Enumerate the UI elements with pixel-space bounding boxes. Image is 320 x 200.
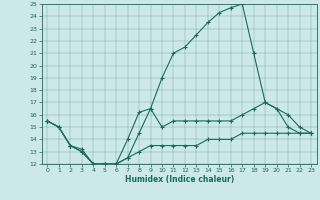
X-axis label: Humidex (Indice chaleur): Humidex (Indice chaleur) [124,175,234,184]
